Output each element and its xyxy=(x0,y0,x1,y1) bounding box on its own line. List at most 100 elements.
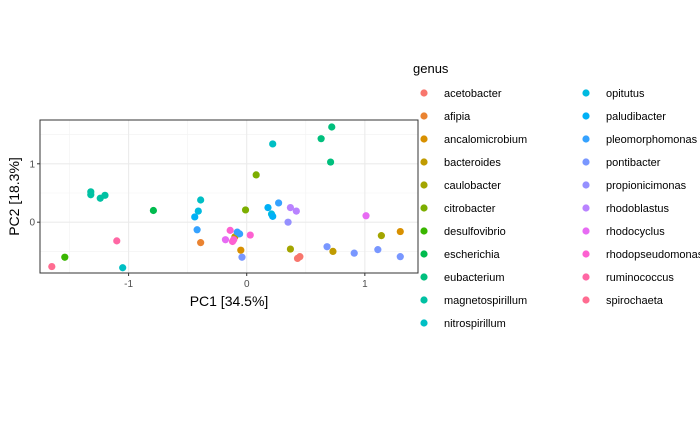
point-opitutus xyxy=(194,207,202,215)
point-pontibacter xyxy=(396,253,404,261)
legend-item-bacteroides: bacteroides xyxy=(420,157,501,169)
point-citrobacter xyxy=(241,206,250,214)
legend-items: acetobacter afipia ancalomicrobium bacteroi… xyxy=(420,88,700,330)
point-rhodocyclus xyxy=(362,212,370,220)
legend-label: acetobacter xyxy=(444,88,502,100)
point-paludibacter xyxy=(264,203,272,212)
point-rhodopseudomonas xyxy=(246,231,254,239)
legend-key-ancalomicrobium xyxy=(420,135,428,143)
point-ancalomicrobium xyxy=(237,246,245,254)
y-tick-label: 0 xyxy=(29,218,35,229)
point-rhodopseudomonas xyxy=(226,226,234,234)
legend-label: ruminococcus xyxy=(606,272,674,284)
x-axis-label: PC1 [34.5%] xyxy=(190,293,269,309)
point-caulobacter xyxy=(377,232,385,240)
legend-key-bacteroides xyxy=(420,158,428,166)
legend-label: spirochaeta xyxy=(606,295,664,307)
point-escherichia xyxy=(149,206,157,215)
legend-key-pontibacter xyxy=(582,158,590,166)
point-rhodoblastus xyxy=(292,207,300,215)
point-magnetospirillum xyxy=(101,191,109,199)
point-nitrospirillum xyxy=(119,264,127,272)
legend-item-paludibacter: paludibacter xyxy=(582,111,666,123)
legend-item-caulobacter: caulobacter xyxy=(420,180,501,192)
legend-item-ancalomicrobium: ancalomicrobium xyxy=(420,134,527,146)
point-citrobacter xyxy=(252,171,260,179)
point-pleomorphomonas xyxy=(275,199,283,207)
point-ruminococcus xyxy=(113,237,121,245)
y-axis-label: PC2 [18.3%] xyxy=(6,157,22,236)
point-pontibacter xyxy=(238,253,246,261)
point-pleomorphomonas xyxy=(236,230,244,238)
legend-label: nitrospirillum xyxy=(444,318,506,330)
legend-key-propionicimonas xyxy=(582,181,590,189)
legend-key-magnetospirillum xyxy=(420,296,428,304)
legend-label: paludibacter xyxy=(606,111,666,123)
legend-label: opitutus xyxy=(606,88,645,100)
legend-label: rhodoblastus xyxy=(606,203,669,215)
legend-key-rhodoblastus xyxy=(582,204,590,212)
legend-key-ruminococcus xyxy=(582,273,590,281)
legend-key-citrobacter xyxy=(420,204,428,212)
legend-item-opitutus: opitutus xyxy=(582,88,645,100)
legend: genus acetobacter afipia ancalomicrobium ba… xyxy=(413,61,700,330)
legend-key-rhodopseudomonas xyxy=(582,250,590,258)
legend-key-paludibacter xyxy=(582,112,590,120)
legend-item-escherichia: escherichia xyxy=(420,249,501,261)
point-eubacterium xyxy=(328,123,336,131)
point-caulobacter xyxy=(286,245,295,253)
legend-item-ruminococcus: ruminococcus xyxy=(582,272,674,284)
legend-item-pleomorphomonas: pleomorphomonas xyxy=(582,134,698,146)
legend-key-escherichia xyxy=(420,250,428,258)
y-axis-ticks: 01 xyxy=(29,159,40,229)
point-nitrospirillum xyxy=(197,196,205,204)
point-eubacterium xyxy=(326,158,335,166)
point-eubacterium xyxy=(317,135,325,143)
legend-label: pontibacter xyxy=(606,157,661,169)
legend-label: caulobacter xyxy=(444,180,501,192)
point-pleomorphomonas xyxy=(193,226,201,234)
legend-key-rhodocyclus xyxy=(582,227,590,235)
point-acetobacter xyxy=(296,253,304,261)
legend-item-magnetospirillum: magnetospirillum xyxy=(420,295,527,307)
legend-label: desulfovibrio xyxy=(444,226,506,238)
legend-item-citrobacter: citrobacter xyxy=(420,203,496,215)
legend-label: bacteroides xyxy=(444,157,501,169)
legend-label: citrobacter xyxy=(444,203,496,215)
legend-item-afipia: afipia xyxy=(420,111,471,123)
point-propionicimonas xyxy=(284,218,292,226)
point-magnetospirillum xyxy=(87,191,95,199)
legend-label: magnetospirillum xyxy=(444,295,527,307)
point-paludibacter xyxy=(191,213,199,221)
point-desulfovibrio xyxy=(61,253,69,261)
point-paludibacter xyxy=(269,212,277,220)
legend-item-rhodopseudomonas: rhodopseudomonas xyxy=(582,249,700,261)
legend-item-acetobacter: acetobacter xyxy=(420,88,502,100)
point-rhodocyclus xyxy=(221,236,230,244)
point-rhodopseudomonas xyxy=(228,237,237,246)
legend-label: ancalomicrobium xyxy=(444,134,527,146)
legend-item-nitrospirillum: nitrospirillum xyxy=(420,318,506,330)
point-afipia xyxy=(197,239,205,247)
legend-item-desulfovibrio: desulfovibrio xyxy=(420,226,506,238)
point-pontibacter xyxy=(350,249,358,257)
legend-key-nitrospirillum xyxy=(420,319,428,327)
x-axis-ticks: -1 0 1 xyxy=(124,273,368,290)
legend-key-spirochaeta xyxy=(582,296,590,304)
legend-key-desulfovibrio xyxy=(420,227,428,235)
legend-key-pleomorphomonas xyxy=(582,135,590,143)
legend-item-eubacterium: eubacterium xyxy=(420,272,505,284)
point-rhodoblastus xyxy=(286,203,295,212)
point-ancalomicrobium xyxy=(396,227,404,236)
panel-border xyxy=(39,119,419,274)
legend-title: genus xyxy=(413,61,449,76)
legend-label: afipia xyxy=(444,111,471,123)
x-tick-label: 1 xyxy=(362,279,368,290)
x-tick-label: 0 xyxy=(244,279,250,290)
point-nitrospirillum xyxy=(269,140,277,148)
legend-label: rhodopseudomonas xyxy=(606,249,700,261)
x-tick-label: -1 xyxy=(124,279,133,290)
y-tick-label: 1 xyxy=(29,159,35,170)
